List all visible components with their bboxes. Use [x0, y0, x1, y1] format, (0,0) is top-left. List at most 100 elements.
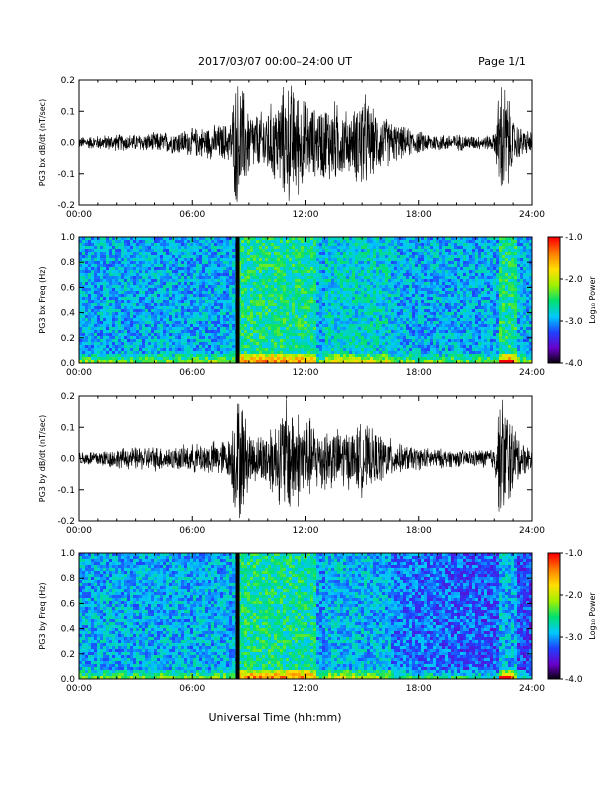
- heatmap-cell: [403, 297, 407, 301]
- heatmap-cell: [250, 303, 254, 307]
- heatmap-cell: [133, 291, 137, 295]
- heatmap-cell: [187, 273, 191, 277]
- heatmap-cell: [217, 297, 221, 301]
- heatmap-cell: [394, 270, 398, 274]
- heatmap-cell: [157, 279, 161, 283]
- heatmap-cell: [115, 351, 119, 355]
- heatmap-cell: [409, 267, 413, 271]
- heatmap-cell: [427, 306, 431, 310]
- heatmap-cell: [211, 279, 215, 283]
- heatmap-cell: [226, 354, 230, 358]
- heatmap-cell: [376, 348, 380, 352]
- heatmap-cell: [427, 255, 431, 259]
- heatmap-cell: [418, 324, 422, 328]
- heatmap-cell: [361, 240, 365, 244]
- heatmap-cell: [277, 264, 281, 268]
- heatmap-cell: [148, 255, 152, 259]
- heatmap-cell: [310, 291, 314, 295]
- heatmap-cell: [115, 330, 119, 334]
- heatmap-cell: [199, 333, 203, 337]
- y-tick-label: 0.1: [61, 107, 75, 117]
- heatmap-cell: [340, 309, 344, 313]
- heatmap-cell: [208, 300, 212, 304]
- heatmap-cell: [355, 237, 359, 241]
- heatmap-cell: [307, 357, 311, 361]
- heatmap-cell: [319, 303, 323, 307]
- heatmap-cell: [151, 279, 155, 283]
- heatmap-cell: [349, 261, 353, 265]
- heatmap-cell: [151, 345, 155, 349]
- heatmap-cell: [142, 255, 146, 259]
- heatmap-cell: [256, 270, 260, 274]
- heatmap-cell: [262, 360, 266, 363]
- heatmap-cell: [199, 345, 203, 349]
- heatmap-cell: [148, 351, 152, 355]
- heatmap-cell: [187, 267, 191, 271]
- heatmap-cell: [271, 276, 275, 280]
- heatmap-cell: [277, 306, 281, 310]
- heatmap-cell: [160, 345, 164, 349]
- heatmap-cell: [427, 276, 431, 280]
- heatmap-cell: [259, 273, 263, 277]
- heatmap-cell: [220, 303, 224, 307]
- heatmap-cell: [169, 345, 173, 349]
- heatmap-cell: [184, 309, 188, 313]
- heatmap-cell: [169, 261, 173, 265]
- heatmap-cell: [103, 267, 107, 271]
- heatmap-cell: [295, 285, 299, 289]
- heatmap-cell: [301, 252, 305, 256]
- heatmap-cell: [307, 246, 311, 250]
- heatmap-cell: [136, 267, 140, 271]
- heatmap-cell: [265, 285, 269, 289]
- heatmap-cell: [166, 243, 170, 247]
- heatmap-cell: [373, 267, 377, 271]
- heatmap-cell: [334, 306, 338, 310]
- heatmap-cell: [184, 333, 188, 337]
- waveform-series: [79, 85, 532, 202]
- heatmap-cell: [292, 240, 296, 244]
- heatmap-cell: [307, 294, 311, 298]
- heatmap-cell: [85, 294, 89, 298]
- heatmap-cell: [349, 240, 353, 244]
- heatmap-cell: [142, 273, 146, 277]
- heatmap-cell: [358, 348, 362, 352]
- heatmap-cell: [301, 249, 305, 253]
- heatmap-cell: [373, 249, 377, 253]
- heatmap-cell: [268, 294, 272, 298]
- heatmap-cell: [223, 354, 227, 358]
- heatmap-cell: [130, 357, 134, 361]
- heatmap-cell: [361, 243, 365, 247]
- heatmap-cell: [349, 276, 353, 280]
- heatmap-cell: [193, 285, 197, 289]
- heatmap-cell: [364, 303, 368, 307]
- heatmap-cell: [163, 273, 167, 277]
- heatmap-cell: [289, 288, 293, 292]
- heatmap-cell: [352, 276, 356, 280]
- heatmap-cell: [268, 264, 272, 268]
- heatmap-cell: [112, 258, 116, 262]
- heatmap-cell: [85, 351, 89, 355]
- heatmap-cell: [418, 303, 422, 307]
- heatmap-cell: [373, 291, 377, 295]
- heatmap-cell: [166, 321, 170, 325]
- heatmap-cell: [358, 306, 362, 310]
- heatmap-cell: [322, 339, 326, 343]
- heatmap-cell: [307, 276, 311, 280]
- heatmap-cell: [277, 357, 281, 361]
- heatmap-cell: [397, 348, 401, 352]
- heatmap-cell: [247, 315, 251, 319]
- heatmap-cell: [304, 324, 308, 328]
- heatmap-cell: [178, 318, 182, 322]
- heatmap-cell: [343, 252, 347, 256]
- heatmap-cell: [301, 336, 305, 340]
- heatmap-cell: [184, 336, 188, 340]
- heatmap-cell: [373, 357, 377, 361]
- heatmap-cell: [91, 324, 95, 328]
- heatmap-cell: [214, 294, 218, 298]
- heatmap-cell: [310, 273, 314, 277]
- heatmap-cell: [175, 291, 179, 295]
- heatmap-cell: [334, 333, 338, 337]
- heatmap-cell: [187, 252, 191, 256]
- heatmap-cell: [424, 339, 428, 343]
- heatmap-cell: [430, 252, 434, 256]
